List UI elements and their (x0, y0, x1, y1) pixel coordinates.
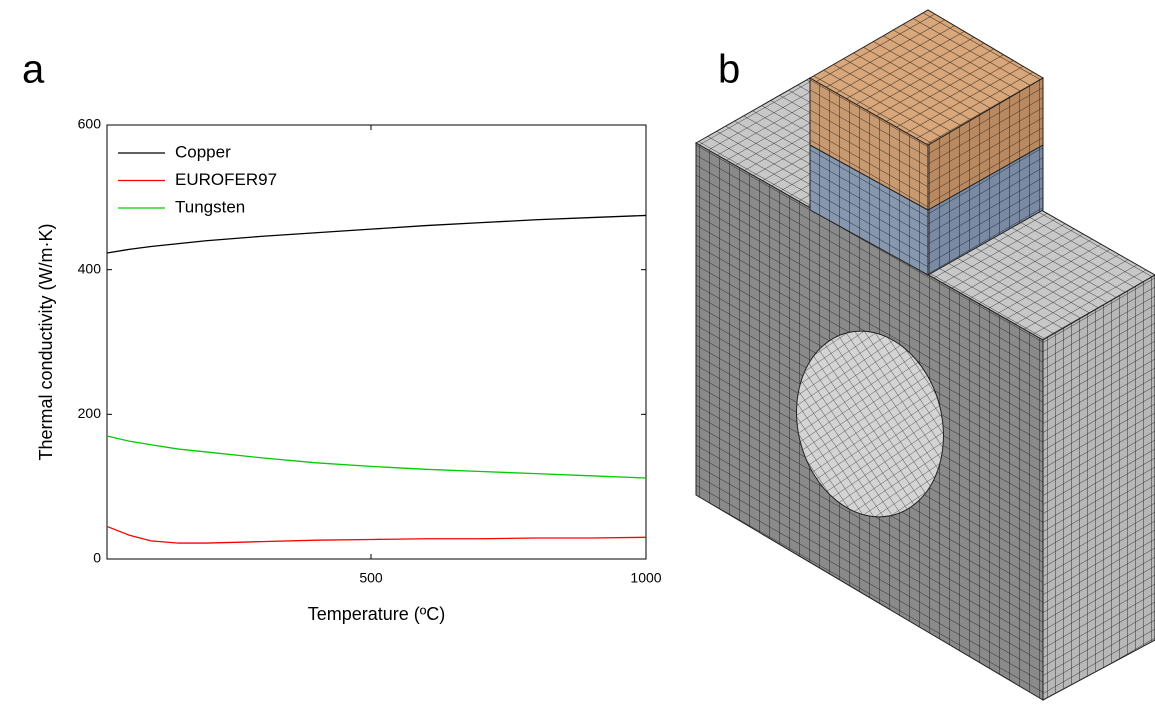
legend-label: EUROFER97 (175, 170, 277, 189)
panel-label: b (718, 48, 740, 92)
x-tick-label: 500 (359, 570, 383, 586)
series-line (106, 525, 647, 544)
series-line (106, 214, 647, 254)
panel-label: a (22, 48, 45, 92)
y-axis-label: Thermal conductivity (W/m·K) (36, 223, 56, 460)
y-tick-label: 0 (93, 550, 101, 566)
y-tick-label: 400 (78, 260, 102, 276)
x-tick-label: 1000 (630, 570, 661, 586)
legend-label: Copper (175, 142, 231, 161)
armour-top (808, 9, 1044, 146)
series-line (106, 435, 647, 479)
plot-frame (106, 124, 647, 560)
x-axis-label: Temperature (ºC) (308, 604, 446, 624)
y-tick-label: 200 (78, 405, 102, 421)
block-side (1042, 274, 1155, 701)
legend-label: Tungsten (175, 197, 245, 216)
hole (796, 330, 944, 518)
mesh-model (694, 9, 1155, 701)
y-tick-label: 600 (78, 116, 102, 132)
